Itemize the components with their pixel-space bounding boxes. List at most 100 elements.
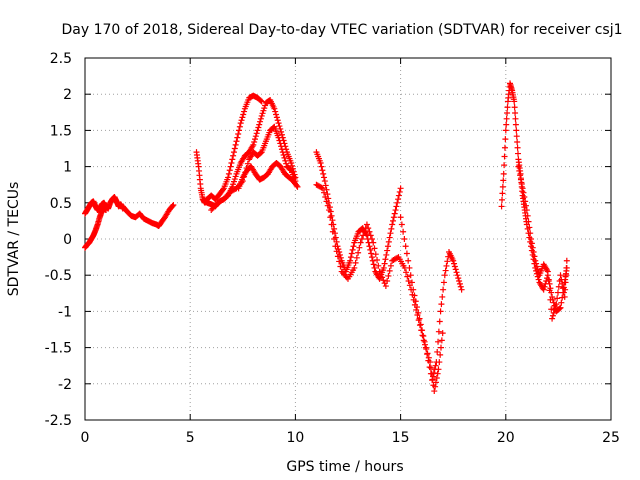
- data-point-interp: [355, 249, 362, 256]
- data-point: [363, 221, 370, 228]
- data-point-interp: [451, 260, 458, 267]
- data-point: [321, 178, 328, 185]
- data-point-interp: [336, 258, 343, 265]
- data-point-interp: [244, 160, 251, 167]
- data-point: [397, 185, 404, 192]
- data-point-interp: [563, 264, 570, 271]
- data-point-interp: [541, 283, 548, 290]
- data-point-interp: [252, 136, 259, 143]
- data-point-interp: [251, 138, 258, 145]
- data-point-interp: [386, 234, 393, 241]
- data-point-interp: [230, 181, 237, 188]
- data-point-interp: [426, 364, 433, 371]
- data-point-interp: [499, 190, 506, 197]
- data-point-interp: [322, 182, 329, 189]
- data-point-interp: [236, 127, 243, 134]
- data-point: [382, 283, 389, 290]
- series-arc-early-lower: [82, 205, 110, 251]
- data-point: [233, 138, 240, 145]
- data-point: [271, 105, 278, 112]
- data-point: [384, 243, 391, 250]
- data-point: [439, 330, 446, 337]
- data-point-interp: [331, 236, 338, 242]
- data-point-interp: [511, 104, 518, 111]
- data-point-interp: [276, 137, 283, 144]
- data-point-interp: [444, 258, 451, 265]
- data-point-interp: [550, 309, 557, 316]
- data-point: [519, 185, 526, 192]
- data-point-interp: [273, 111, 280, 118]
- data-point-interp: [257, 97, 264, 104]
- data-point-interp: [375, 262, 382, 269]
- data-point-interp: [232, 173, 239, 180]
- data-point: [275, 134, 282, 141]
- data-point-interp: [280, 152, 287, 159]
- data-point-interp: [349, 246, 356, 253]
- data-point: [429, 377, 436, 384]
- data-point-interp: [381, 260, 388, 267]
- data-point-interp: [411, 292, 418, 299]
- data-point-interp: [282, 157, 289, 164]
- data-point-interp: [524, 212, 531, 219]
- data-point: [532, 257, 539, 264]
- data-point-interp: [503, 121, 510, 128]
- data-point-interp: [234, 134, 241, 141]
- data-point-interp: [231, 176, 238, 183]
- data-point-interp: [348, 250, 355, 257]
- data-point-interp: [455, 275, 462, 282]
- data-point-interp: [368, 254, 375, 261]
- data-point-interp: [512, 115, 519, 122]
- x-tick-label: 5: [186, 430, 195, 446]
- data-point-interp: [425, 357, 432, 364]
- data-point-interp: [333, 248, 340, 255]
- data-point-interp: [387, 230, 394, 237]
- data-point-interp: [278, 143, 285, 150]
- data-point-interp: [274, 117, 281, 124]
- data-point-interp: [434, 370, 441, 377]
- data-point: [557, 272, 564, 279]
- data-point-interp: [501, 162, 508, 169]
- data-point: [258, 98, 265, 105]
- data-point-interp: [320, 170, 327, 177]
- data-point-interp: [384, 247, 391, 254]
- data-point-interp: [562, 272, 569, 279]
- data-point-interp: [514, 144, 521, 151]
- data-point-interp: [535, 276, 542, 283]
- y-axis-label: SDTVAR / TECUs: [6, 182, 22, 297]
- data-point-interp: [240, 111, 247, 118]
- data-point-interp: [228, 159, 235, 166]
- data-point-interp: [283, 160, 290, 167]
- data-point-interp: [502, 136, 509, 143]
- series-arc-evening-2: [515, 163, 570, 322]
- data-point: [403, 250, 410, 257]
- data-point-interp: [405, 257, 412, 264]
- data-point-interp: [421, 338, 428, 345]
- data-point-interp: [377, 271, 384, 278]
- data-point-interp: [522, 198, 529, 205]
- data-point-interp: [318, 163, 325, 170]
- data-point-interp: [392, 207, 399, 214]
- data-point-interp: [227, 163, 234, 170]
- data-point-interp: [277, 140, 284, 147]
- data-point-interp: [391, 210, 398, 217]
- data-point: [370, 239, 377, 246]
- data-point: [317, 159, 324, 166]
- data-point: [357, 239, 364, 246]
- data-point-interp: [499, 183, 506, 190]
- data-point-interp: [366, 228, 373, 235]
- data-point-interp: [432, 383, 439, 390]
- data-point-interp: [513, 133, 520, 140]
- data-point-interp: [225, 170, 232, 177]
- data-point-interp: [525, 218, 532, 225]
- data-point-interp: [554, 295, 561, 302]
- x-tick-label: 10: [286, 430, 304, 446]
- data-point: [376, 268, 383, 275]
- data-point-interp: [278, 131, 285, 138]
- data-point: [288, 159, 295, 166]
- data-point: [515, 163, 522, 170]
- data-point-interp: [358, 236, 365, 242]
- data-point: [380, 264, 387, 271]
- data-point-interp: [442, 267, 449, 274]
- y-tick-label: 0.5: [50, 196, 72, 212]
